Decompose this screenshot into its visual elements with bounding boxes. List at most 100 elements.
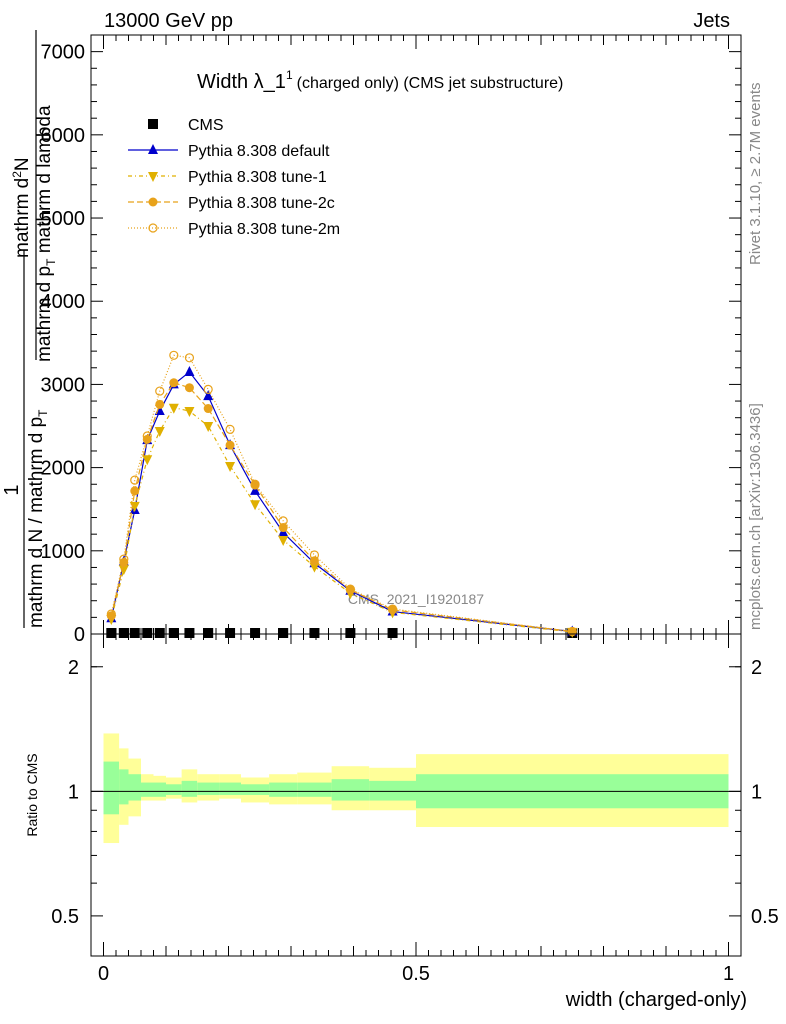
- data-point: [129, 628, 140, 638]
- main-y-tick-label: 6000: [41, 125, 86, 147]
- data-point: [567, 626, 577, 637]
- data-point: [169, 350, 179, 360]
- data-point: [203, 404, 213, 414]
- ratio-y-ticks: 0.5 0.5 1 1 2 2: [51, 657, 779, 928]
- data-point: [387, 604, 398, 614]
- main-panel: 0 1000 2000 3000 4000 5000 6000 7000 CMS_2021_I…: [1, 30, 742, 646]
- data-point: [309, 628, 320, 638]
- data-point: [203, 628, 214, 638]
- data-point: [154, 628, 165, 638]
- ratio-y-tick-label: 1: [68, 781, 79, 803]
- data-point: [148, 223, 158, 233]
- legend-entry: CMS: [148, 117, 224, 134]
- data-point: [129, 501, 140, 512]
- legend-label: CMS: [188, 117, 224, 134]
- legend-label: Pythia 8.308 default: [188, 143, 330, 160]
- legend-label: Pythia 8.308 tune-2c: [188, 195, 335, 212]
- main-y-tick-label: 2000: [41, 458, 86, 480]
- x-tick-label: 1: [723, 963, 734, 985]
- ratio-y-tick-label-right: 0.5: [751, 906, 779, 928]
- series-line: [110, 382, 573, 633]
- data-point: [278, 628, 289, 638]
- data-point: [155, 399, 165, 409]
- data-point: [250, 628, 261, 638]
- main-y-tick-label: 5000: [41, 208, 86, 230]
- ratio-band-inner: [103, 761, 120, 815]
- plot-title-sup: 1: [286, 68, 293, 82]
- ratio-band-inner: [369, 780, 416, 801]
- data-point: [148, 119, 158, 129]
- data-point: [184, 353, 195, 363]
- ratio-y-tick-label: 0.5: [51, 906, 79, 928]
- data-point: [130, 475, 140, 485]
- data-point: [250, 479, 260, 489]
- legend: CMS Pythia 8.308 default Pythia 8.308 tune…: [128, 117, 340, 238]
- ratio-band-inner: [331, 779, 370, 801]
- legend-entry: Pythia 8.308 tune-2c: [128, 195, 335, 212]
- data-point: [148, 144, 158, 154]
- data-point: [184, 407, 195, 418]
- ratio-x-ticks: 0 0.5 1: [98, 634, 734, 985]
- data-point: [154, 427, 165, 438]
- legend-label: Pythia 8.308 tune-1: [188, 169, 327, 186]
- data-point: [119, 554, 129, 564]
- main-y-tick-label: 3000: [41, 374, 86, 396]
- data-point: [184, 383, 194, 393]
- ratio-band-inner: [181, 780, 198, 797]
- plot-title-main: Width λ_1: [197, 71, 286, 93]
- main-x-ticks: [103, 35, 729, 634]
- data-point: [345, 628, 356, 638]
- y-label-right-den: mathrm d pT mathrm d lambda: [34, 105, 58, 362]
- data-point: [142, 628, 153, 638]
- data-point: [119, 557, 129, 567]
- data-point: [203, 422, 214, 433]
- y-label-frac-den: mathrm d N / mathrm d pT: [26, 409, 50, 628]
- series-line: [110, 354, 573, 633]
- ratio-band-inner: [119, 769, 129, 805]
- ratio-band-inner: [219, 782, 241, 795]
- x-tick-label: 0: [98, 963, 109, 985]
- data-point: [168, 403, 179, 414]
- data-point: [345, 584, 355, 594]
- analysis-watermark: CMS_2021_I1920187: [348, 591, 484, 607]
- main-y-ticks: 0 1000 2000 3000 4000 5000 6000 7000: [41, 34, 741, 646]
- data-point: [142, 455, 153, 466]
- main-y-tick-label: 0: [74, 624, 85, 646]
- mcplots-label: mcplots.cern.ch [arXiv:1306.3436]: [747, 403, 764, 630]
- data-point: [250, 500, 261, 511]
- data-point: [148, 197, 158, 207]
- ratio-panel: 0.5 0.51 12 2 0 0.5 1 Ratio to CMS width (cha…: [24, 633, 779, 1011]
- series-line: [110, 371, 573, 633]
- data-point: [106, 609, 116, 619]
- x-axis-label: width (charged-only): [565, 989, 747, 1011]
- plot-subtitle: (charged only) (CMS jet substructure): [297, 75, 564, 92]
- y-label-frac-num: 1: [1, 484, 23, 495]
- ratio-band-inner: [197, 782, 220, 795]
- data-point: [278, 535, 289, 546]
- series-layer: [106, 350, 578, 638]
- ratio-y-tick-label: 2: [68, 657, 79, 679]
- rivet-version-label: Rivet 3.1.10, ≥ 2.7M events: [747, 83, 764, 266]
- legend-entry: Pythia 8.308 tune-2m: [128, 221, 340, 238]
- main-y-tick-label: 4000: [41, 291, 86, 313]
- main-y-tick-label: 7000: [41, 42, 86, 64]
- data-point: [106, 628, 117, 638]
- data-point: [278, 523, 288, 533]
- series-3: [106, 378, 577, 637]
- data-point: [387, 628, 398, 638]
- legend-label: Pythia 8.308 tune-2m: [188, 221, 340, 238]
- plot-title: Width λ_11 (charged only) (CMS jet substr…: [197, 68, 563, 93]
- ratio-y-label: Ratio to CMS: [24, 753, 40, 836]
- ratio-band-inner: [166, 784, 182, 795]
- ratio-band-inner: [141, 782, 154, 797]
- data-point: [168, 628, 179, 638]
- data-point: [130, 486, 140, 496]
- data-point: [225, 628, 236, 638]
- data-point: [184, 365, 195, 376]
- series-line: [110, 407, 573, 633]
- data-point: [203, 390, 214, 401]
- data-point: [225, 461, 236, 472]
- y-axis-label: 1 mathrm d N / mathrm d pT mathrm d2N ma…: [1, 30, 58, 628]
- main-y-tick-label: 1000: [41, 541, 86, 563]
